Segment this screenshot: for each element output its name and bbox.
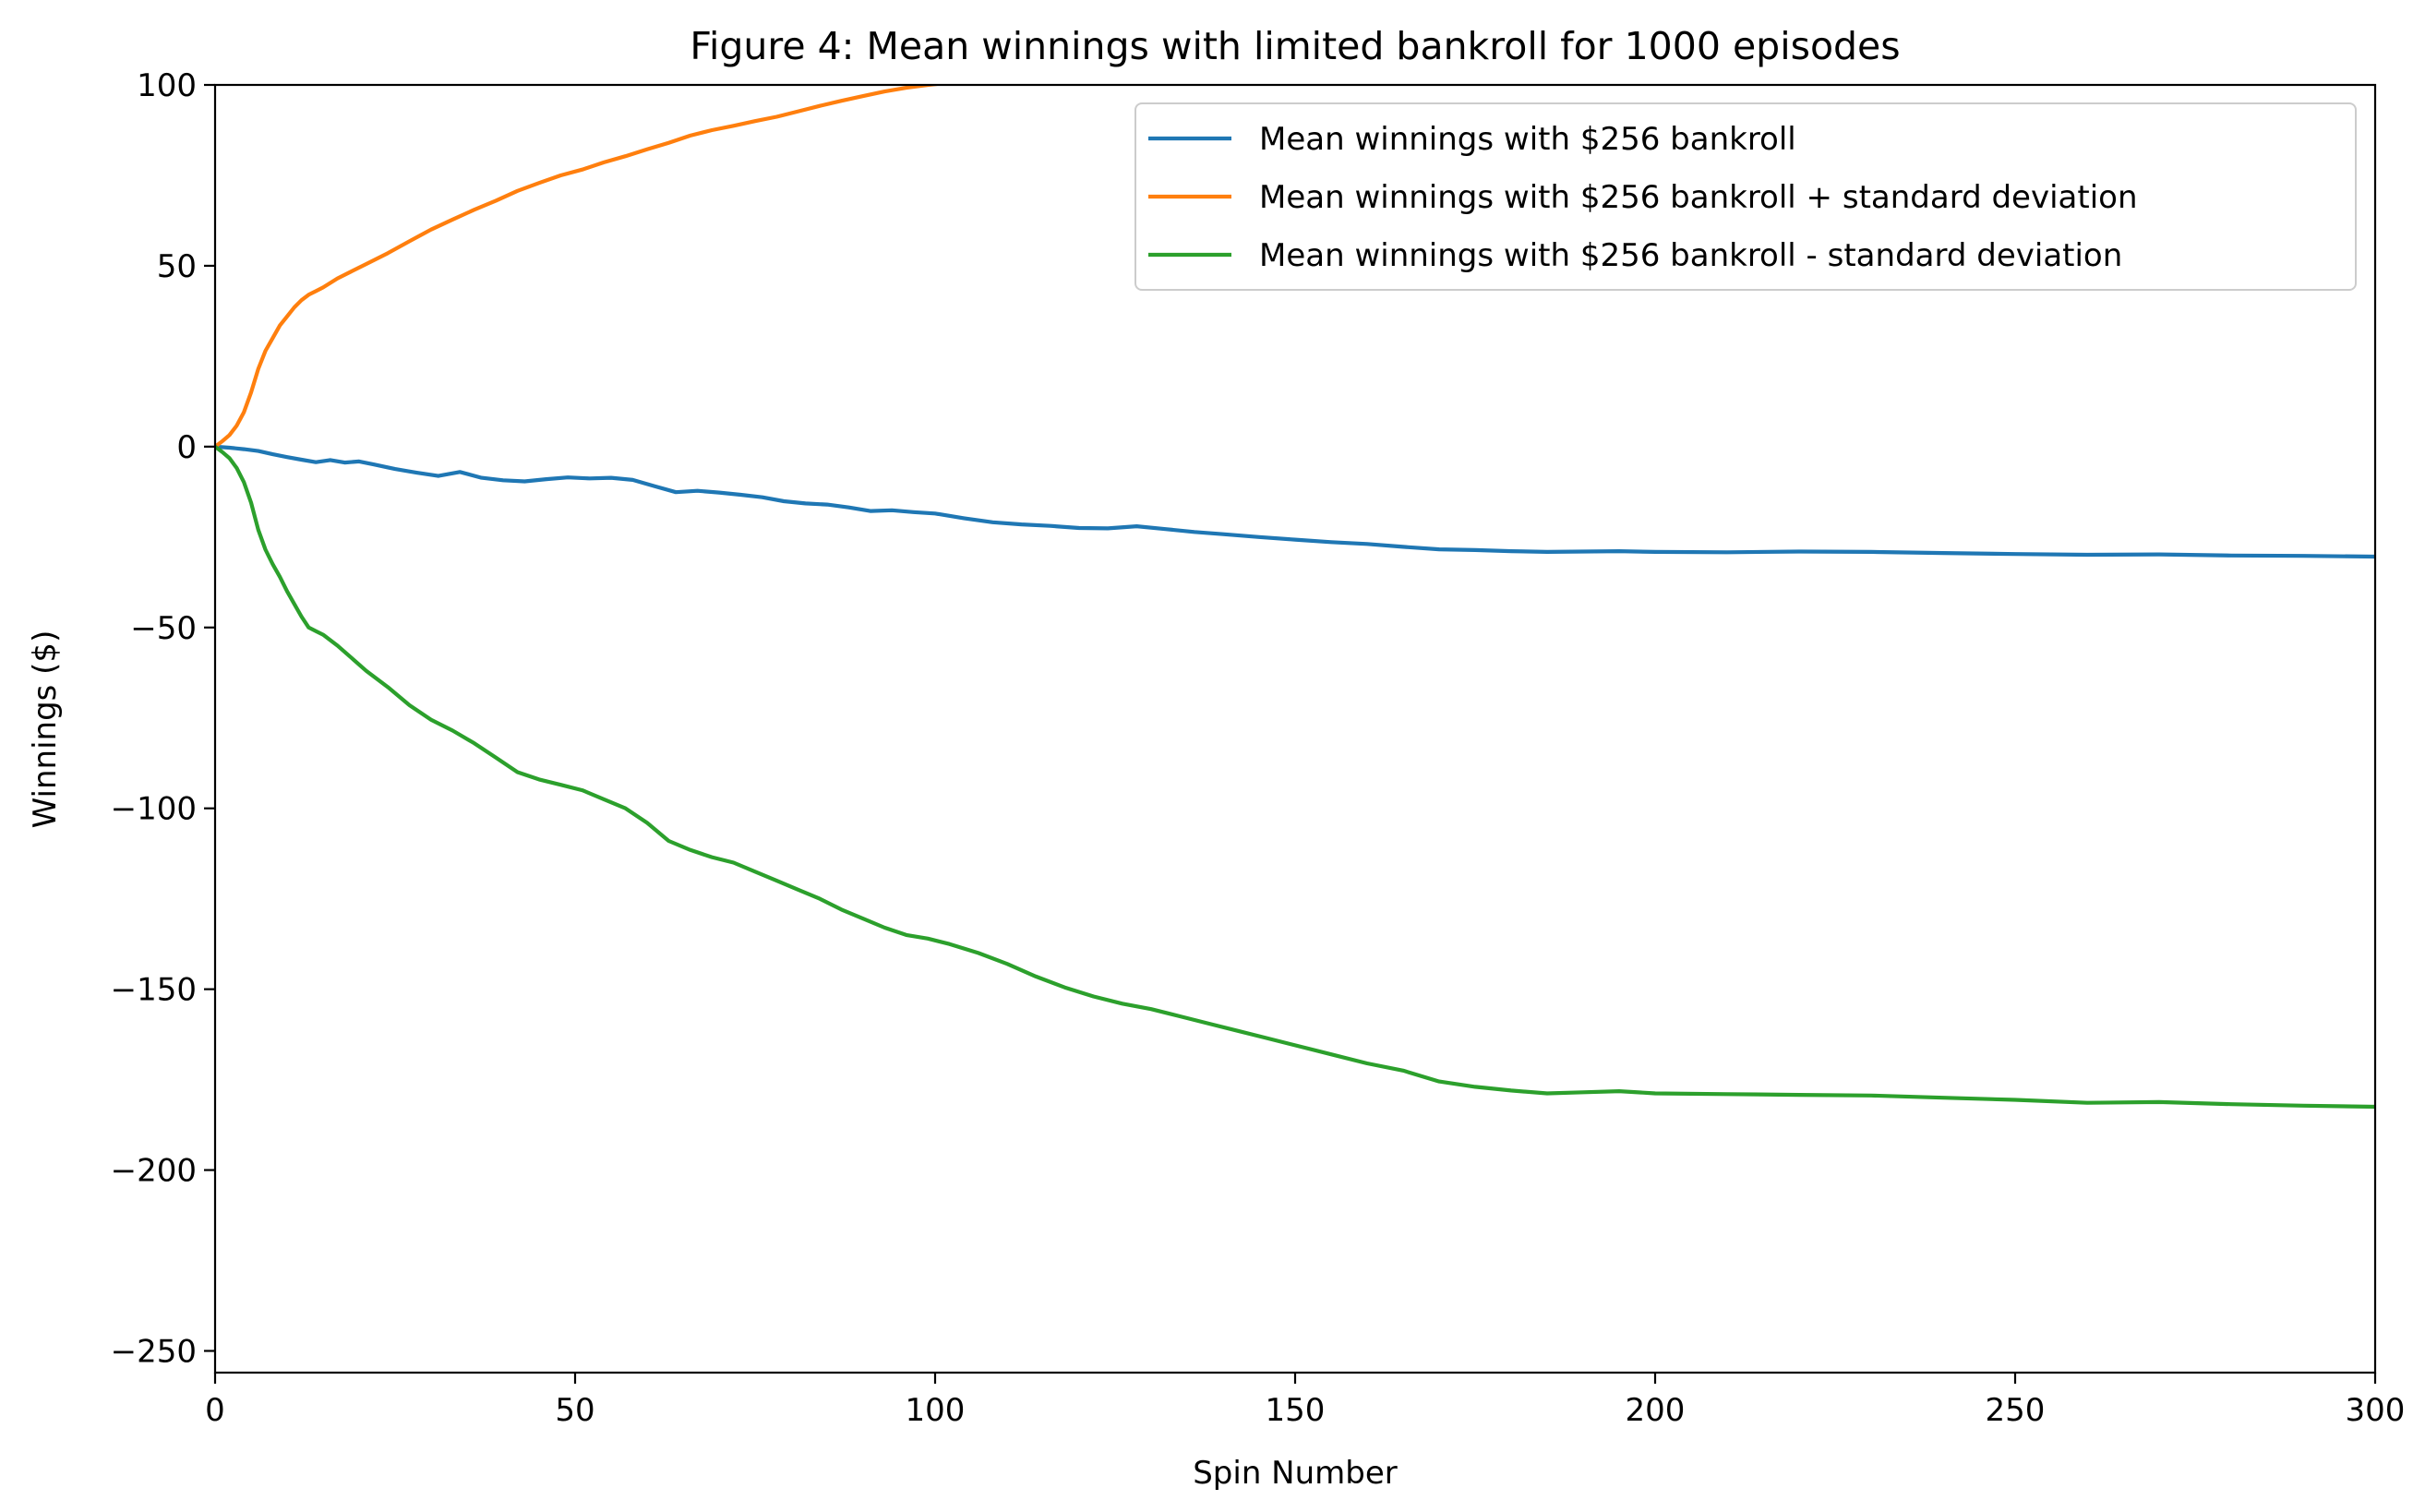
x-tick-label: 300	[2346, 1392, 2406, 1429]
x-tick-label: 100	[906, 1392, 966, 1429]
x-tick-label: 200	[1626, 1392, 1686, 1429]
x-tick-label: 150	[1266, 1392, 1326, 1429]
series-layer	[215, 85, 2375, 1110]
legend-label-3: Mean winnings with $256 bankroll - stand…	[1259, 237, 2122, 274]
y-tick-label: −200	[111, 1153, 197, 1190]
y-tick-label: −150	[111, 972, 197, 1009]
y-tick-label: 100	[137, 67, 197, 104]
y-tick-label: −50	[130, 610, 197, 647]
series-line-3	[215, 444, 2375, 1110]
x-tick-label: 0	[205, 1392, 225, 1429]
legend-box	[1134, 102, 2357, 291]
y-tick-label: 0	[176, 429, 197, 466]
x-tick-label: 50	[555, 1392, 594, 1429]
x-tick-label: 250	[1986, 1392, 2046, 1429]
x-axis-ticks: 0 50 100 150 200 250 300	[205, 1373, 2405, 1429]
y-tick-label: 50	[157, 248, 197, 285]
x-axis-label: Spin Number	[1193, 1455, 1398, 1492]
legend-label-1: Mean winnings with $256 bankroll	[1259, 121, 1796, 158]
legend-label-2: Mean winnings with $256 bankroll + stand…	[1259, 179, 2138, 216]
y-tick-label: −250	[111, 1333, 197, 1370]
y-axis-label: Winnings ($)	[27, 630, 64, 829]
legend: Mean winnings with $256 bankroll Mean win…	[1134, 102, 2357, 291]
y-axis-ticks: 100 50 0 −50 −100 −150 −200 −250	[111, 67, 215, 1370]
series-line-1	[215, 444, 2375, 559]
chart-title: Figure 4: Mean winnings with limited ban…	[690, 24, 1900, 68]
y-tick-label: −100	[111, 791, 197, 828]
series-line-2	[215, 85, 947, 450]
